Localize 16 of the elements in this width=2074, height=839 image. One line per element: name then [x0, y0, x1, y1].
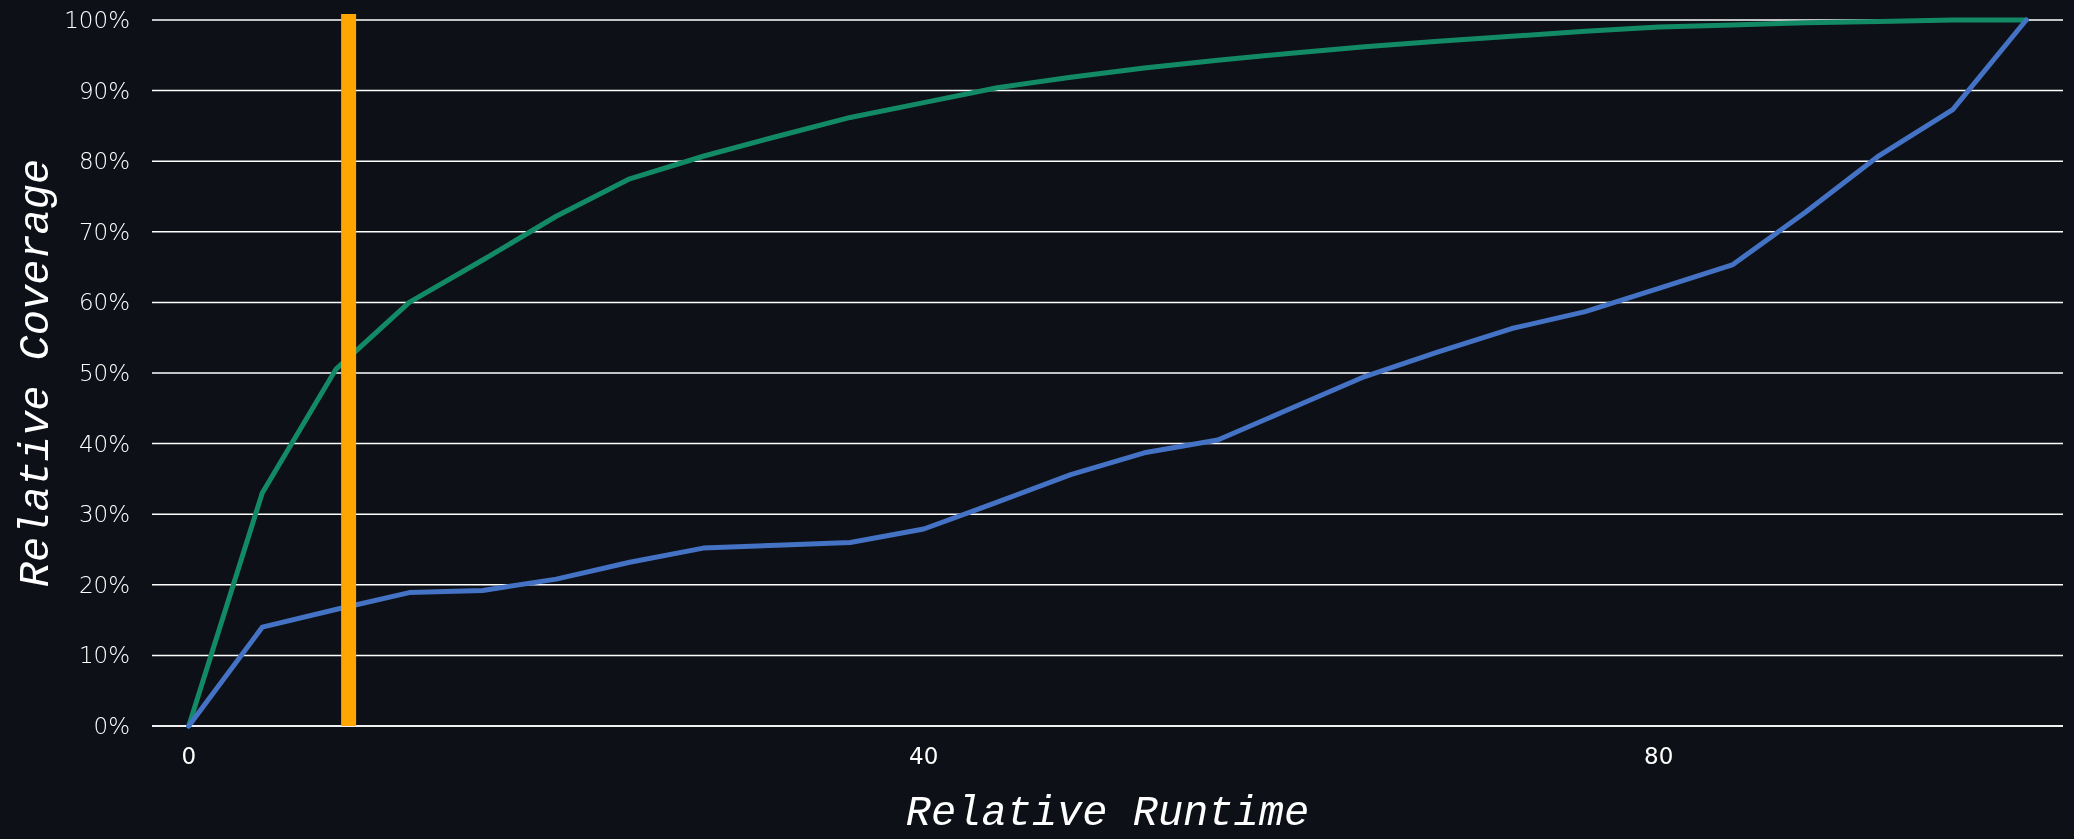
- x-tick-label: 80: [1644, 743, 1674, 769]
- y-tick-label: 80%: [78, 148, 130, 175]
- y-tick-label: 90%: [78, 77, 130, 104]
- x-axis-title: Relative Runtime: [905, 790, 1310, 838]
- y-tick-label: 20%: [78, 571, 130, 598]
- y-tick-label: 60%: [78, 289, 130, 316]
- y-tick-label: 70%: [78, 218, 130, 245]
- x-tick-label: 0: [181, 743, 197, 769]
- y-tick-label: 100%: [64, 7, 130, 34]
- y-axis-title: Relative Coverage: [13, 158, 61, 588]
- y-tick-label: 30%: [78, 501, 130, 528]
- y-tick-label: 0%: [93, 713, 130, 740]
- y-tick-label: 10%: [78, 642, 130, 669]
- y-tick-label: 40%: [78, 430, 130, 457]
- y-tick-label: 50%: [78, 360, 130, 387]
- x-tick-label: 40: [909, 743, 939, 769]
